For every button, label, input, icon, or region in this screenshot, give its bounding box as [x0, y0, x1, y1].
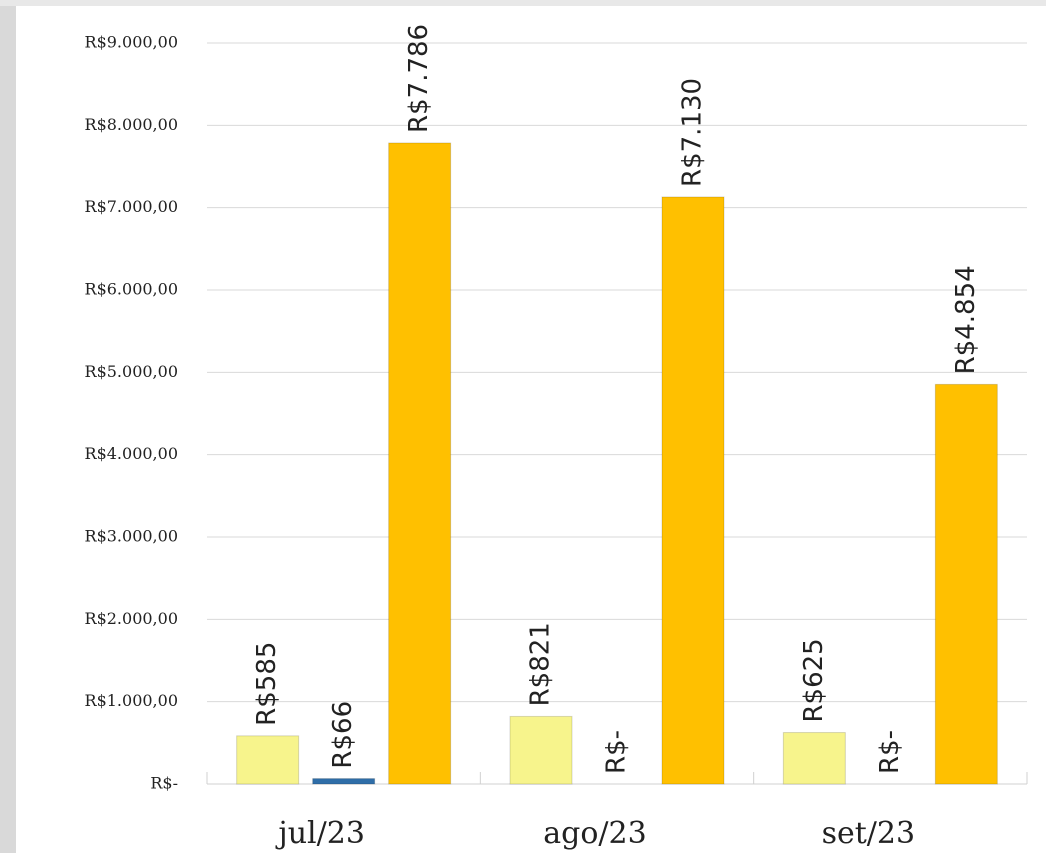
y-tick-label: R$-: [150, 774, 178, 793]
x-tick-label: jul/23: [275, 816, 365, 851]
top-border: [0, 0, 1046, 6]
value-label: R$7.130: [678, 78, 708, 187]
value-label: R$625: [799, 638, 829, 722]
value-label: R$-: [602, 730, 632, 774]
y-tick-label: R$9.000,00: [85, 33, 178, 52]
value-label: R$66: [328, 701, 358, 769]
y-tick-label: R$3.000,00: [85, 527, 178, 546]
left-border: [0, 0, 16, 853]
bar: [509, 715, 573, 785]
value-label: R$821: [526, 622, 556, 706]
bar: [312, 778, 376, 785]
y-tick-label: R$6.000,00: [85, 280, 178, 299]
y-tick-label: R$5.000,00: [85, 362, 178, 381]
value-label: R$7.786: [404, 24, 434, 133]
y-tick-label: R$1.000,00: [85, 691, 178, 710]
x-tick-label: ago/23: [543, 816, 646, 851]
value-label: R$585: [252, 642, 282, 726]
bar: [782, 732, 846, 785]
y-tick-label: R$2.000,00: [85, 609, 178, 628]
x-tick-label: set/23: [822, 816, 916, 851]
value-label: R$4.854: [951, 265, 981, 374]
bar: [934, 383, 998, 785]
y-tick-label: R$7.000,00: [85, 197, 178, 216]
bar: [388, 142, 452, 785]
bar: [236, 735, 300, 785]
bar: [661, 196, 725, 785]
value-label: R$-: [875, 730, 905, 774]
y-tick-label: R$8.000,00: [85, 115, 178, 134]
y-tick-label: R$4.000,00: [85, 444, 178, 463]
